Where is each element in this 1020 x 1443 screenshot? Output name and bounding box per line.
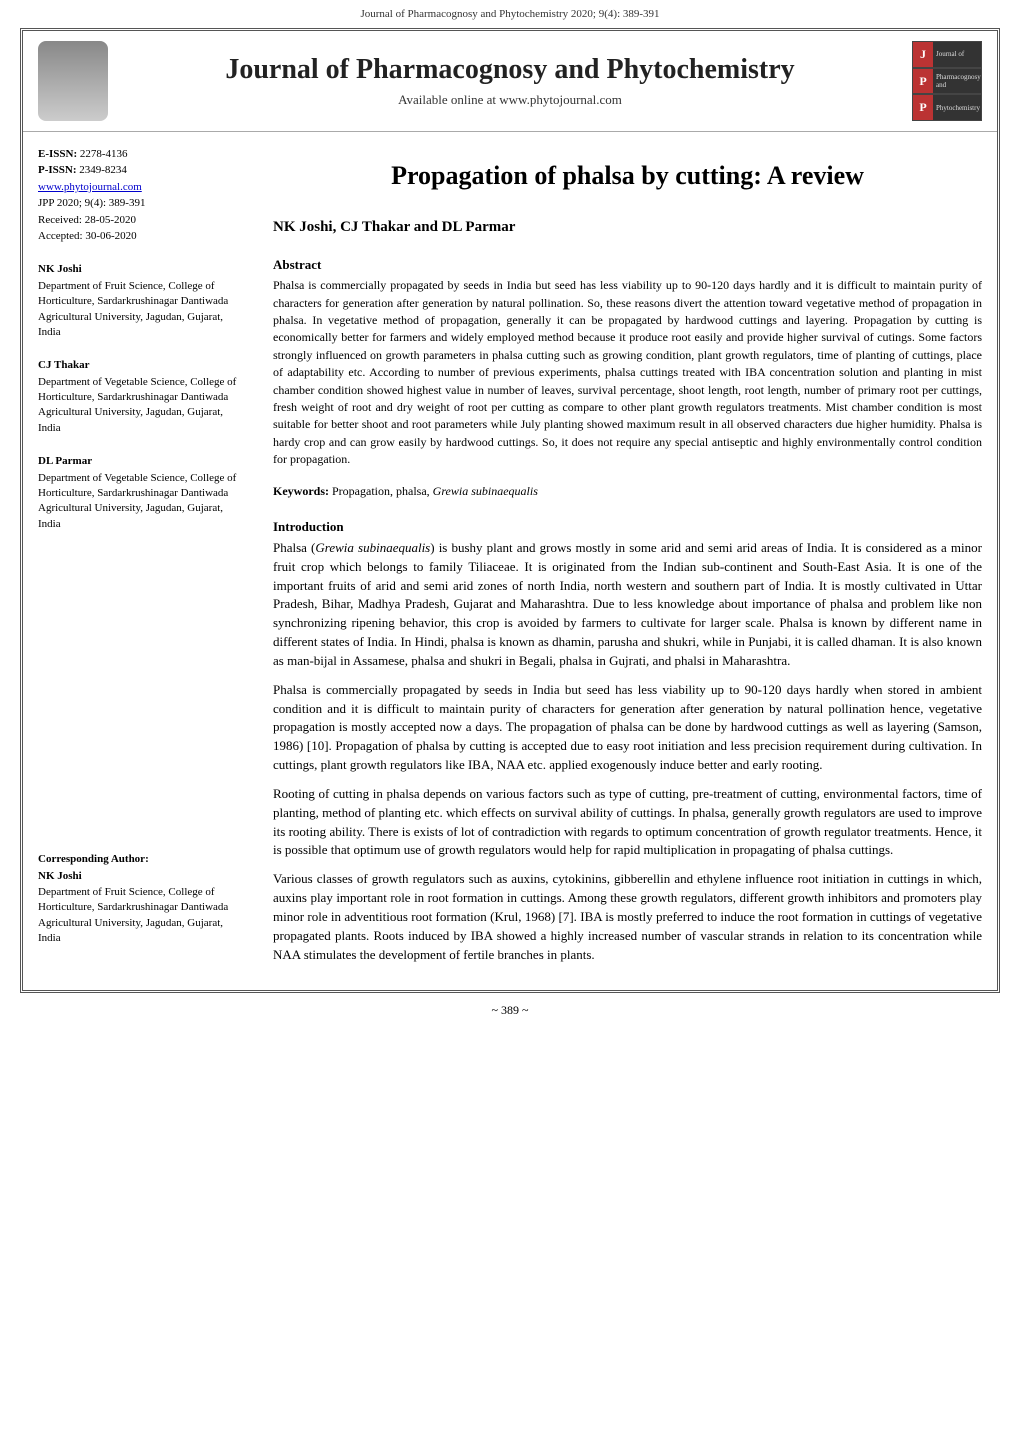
- intro-paragraph: Phalsa (Grewia subinaequalis) is bushy p…: [273, 539, 982, 671]
- badge-row: P Phytochemistry: [912, 94, 982, 121]
- badge-row: J Journal of: [912, 41, 982, 68]
- received-line: Received: 28-05-2020: [38, 213, 248, 228]
- masthead-center: Journal of Pharmacognosy and Phytochemis…: [108, 54, 912, 108]
- journal-name: Journal of Pharmacognosy and Phytochemis…: [108, 54, 912, 86]
- metadata-block: E-ISSN: 2278-4136 P-ISSN: 2349-8234 www.…: [38, 147, 248, 244]
- journal-badge-icon: J Journal of P Pharmacognosy and P Phyto…: [912, 41, 982, 121]
- abstract-text: Phalsa is commercially propagated by see…: [273, 277, 982, 468]
- badge-letter: J: [913, 42, 933, 67]
- journal-link-text: www.phytojournal.com: [38, 181, 142, 193]
- page-number: ~ 389 ~: [0, 993, 1020, 1028]
- abstract-heading: Abstract: [273, 256, 982, 275]
- badge-text: Journal of: [933, 42, 981, 67]
- badge-letter: P: [913, 69, 933, 94]
- badge-text: Pharmacognosy and: [933, 69, 981, 94]
- eissn-value: 2278-4136: [80, 148, 128, 160]
- authors-line: NK Joshi, CJ Thakar and DL Parmar: [273, 217, 982, 239]
- sidebar: E-ISSN: 2278-4136 P-ISSN: 2349-8234 www.…: [38, 147, 248, 975]
- intro-text: Phalsa (: [273, 540, 315, 555]
- species-name: Grewia subinaequalis: [315, 540, 430, 555]
- keywords-italic: Grewia subinaequalis: [433, 484, 538, 498]
- author-name: NK Joshi: [38, 262, 248, 277]
- author-affiliation: Department of Vegetable Science, College…: [38, 375, 248, 437]
- author-block: DL Parmar Department of Vegetable Scienc…: [38, 454, 248, 532]
- citation-line: JPP 2020; 9(4): 389-391: [38, 196, 248, 211]
- author-block: CJ Thakar Department of Vegetable Scienc…: [38, 358, 248, 436]
- author-affiliation: Department of Vegetable Science, College…: [38, 471, 248, 533]
- corresponding-affiliation: Department of Fruit Science, College of …: [38, 885, 248, 947]
- running-header: Journal of Pharmacognosy and Phytochemis…: [0, 0, 1020, 28]
- badge-text: Phytochemistry: [933, 95, 981, 120]
- availability-line: Available online at www.phytojournal.com: [108, 92, 912, 108]
- pissn-label: P-ISSN:: [38, 164, 77, 176]
- eissn-label: E-ISSN:: [38, 148, 77, 160]
- main-column: Propagation of phalsa by cutting: A revi…: [273, 147, 982, 975]
- intro-paragraph: Rooting of cutting in phalsa depends on …: [273, 785, 982, 860]
- page-frame: Journal of Pharmacognosy and Phytochemis…: [20, 28, 1000, 993]
- badge-row: P Pharmacognosy and: [912, 68, 982, 95]
- pissn-line: P-ISSN: 2349-8234: [38, 163, 248, 178]
- author-name: DL Parmar: [38, 454, 248, 469]
- masthead: Journal of Pharmacognosy and Phytochemis…: [23, 31, 997, 132]
- article-title: Propagation of phalsa by cutting: A revi…: [273, 157, 982, 195]
- corresponding-label: Corresponding Author:: [38, 852, 248, 867]
- intro-text: ) is bushy plant and grows mostly in som…: [273, 540, 982, 668]
- pissn-value: 2349-8234: [79, 164, 127, 176]
- journal-link[interactable]: www.phytojournal.com: [38, 180, 248, 195]
- keywords-text: Propagation, phalsa,: [332, 484, 433, 498]
- corresponding-name: NK Joshi: [38, 869, 248, 884]
- keywords-line: Keywords: Propagation, phalsa, Grewia su…: [273, 483, 982, 500]
- intro-paragraph: Various classes of growth regulators suc…: [273, 870, 982, 964]
- keywords-label: Keywords:: [273, 484, 329, 498]
- body-columns: E-ISSN: 2278-4136 P-ISSN: 2349-8234 www.…: [23, 132, 997, 990]
- eissn-line: E-ISSN: 2278-4136: [38, 147, 248, 162]
- author-block: NK Joshi Department of Fruit Science, Co…: [38, 262, 248, 340]
- accepted-line: Accepted: 30-06-2020: [38, 229, 248, 244]
- journal-logo-icon: [38, 41, 108, 121]
- corresponding-author-block: Corresponding Author: NK Joshi Departmen…: [38, 852, 248, 946]
- intro-paragraph: Phalsa is commercially propagated by see…: [273, 681, 982, 775]
- author-affiliation: Department of Fruit Science, College of …: [38, 279, 248, 341]
- badge-letter: P: [913, 95, 933, 120]
- author-name: CJ Thakar: [38, 358, 248, 373]
- introduction-heading: Introduction: [273, 518, 982, 537]
